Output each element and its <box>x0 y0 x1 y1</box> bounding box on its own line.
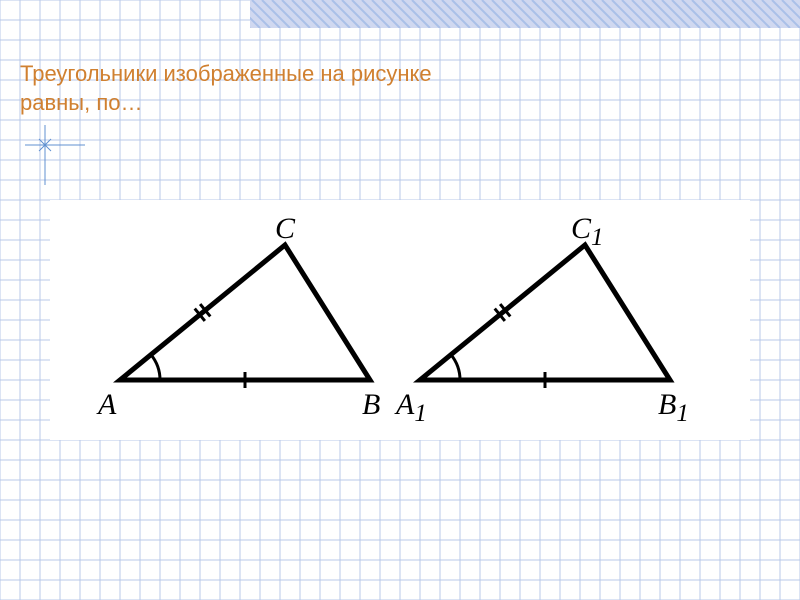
top-banner <box>250 0 800 28</box>
label-C1: C1 <box>571 212 604 252</box>
figure-area: A B C A1 B1 C1 <box>50 200 750 440</box>
label-B: B <box>362 388 380 422</box>
corner-marks <box>25 125 95 195</box>
title-line-2: равны, по… <box>20 89 432 118</box>
title: Треугольники изображенные на рисунке рав… <box>20 60 432 117</box>
label-B1: B1 <box>658 388 689 428</box>
label-A1: A1 <box>396 388 427 428</box>
label-C: C <box>275 212 295 246</box>
title-line-1: Треугольники изображенные на рисунке <box>20 60 432 89</box>
label-A: A <box>98 388 116 422</box>
